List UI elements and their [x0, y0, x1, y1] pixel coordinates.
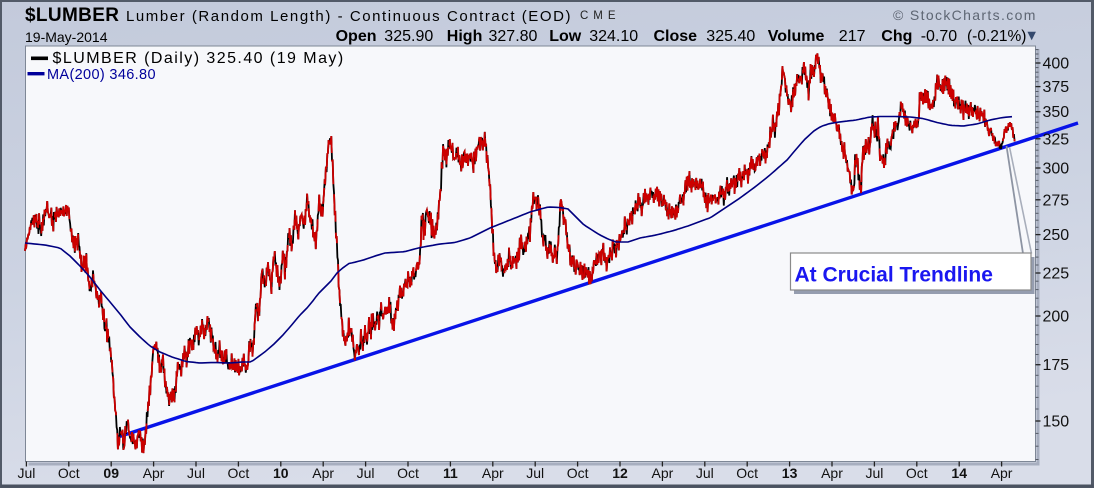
- svg-text:200: 200: [1043, 309, 1070, 326]
- svg-text:Oct: Oct: [58, 465, 80, 481]
- svg-text:At Crucial Trendline: At Crucial Trendline: [795, 264, 993, 287]
- svg-text:250: 250: [1043, 227, 1070, 244]
- svg-text:175: 175: [1043, 357, 1070, 374]
- svg-text:275: 275: [1043, 192, 1070, 209]
- svg-text:Jul: Jul: [865, 465, 883, 481]
- svg-text:150: 150: [1043, 414, 1070, 431]
- svg-text:12: 12: [612, 465, 628, 481]
- svg-text:13: 13: [782, 465, 798, 481]
- svg-text:10: 10: [273, 465, 289, 481]
- svg-text:Jul: Jul: [187, 465, 205, 481]
- svg-text:Jul: Jul: [696, 465, 714, 481]
- svg-text:Apr: Apr: [821, 465, 843, 481]
- svg-text:Jul: Jul: [357, 465, 375, 481]
- svg-text:Oct: Oct: [397, 465, 419, 481]
- svg-text:Apr: Apr: [312, 465, 334, 481]
- svg-text:Oct: Oct: [567, 465, 589, 481]
- svg-text:300: 300: [1043, 161, 1070, 178]
- svg-text:400: 400: [1043, 56, 1070, 73]
- svg-text:Oct: Oct: [228, 465, 250, 481]
- svg-text:09: 09: [103, 465, 119, 481]
- svg-text:11: 11: [443, 465, 458, 481]
- svg-text:325: 325: [1043, 131, 1070, 148]
- svg-text:Apr: Apr: [482, 465, 504, 481]
- svg-text:Apr: Apr: [991, 465, 1013, 481]
- svg-text:Oct: Oct: [906, 465, 928, 481]
- svg-text:Oct: Oct: [736, 465, 758, 481]
- svg-text:14: 14: [951, 465, 967, 481]
- svg-text:Jul: Jul: [526, 465, 544, 481]
- svg-text:Jul: Jul: [17, 465, 35, 481]
- svg-text:350: 350: [1043, 104, 1070, 121]
- svg-text:375: 375: [1043, 79, 1070, 96]
- svg-text:$LUMBER (Daily) 325.40 (19 May: $LUMBER (Daily) 325.40 (19 May): [53, 50, 345, 67]
- svg-text:Apr: Apr: [143, 465, 165, 481]
- svg-text:225: 225: [1043, 266, 1070, 283]
- svg-text:MA(200) 346.80: MA(200) 346.80: [47, 67, 156, 83]
- svg-text:Apr: Apr: [652, 465, 674, 481]
